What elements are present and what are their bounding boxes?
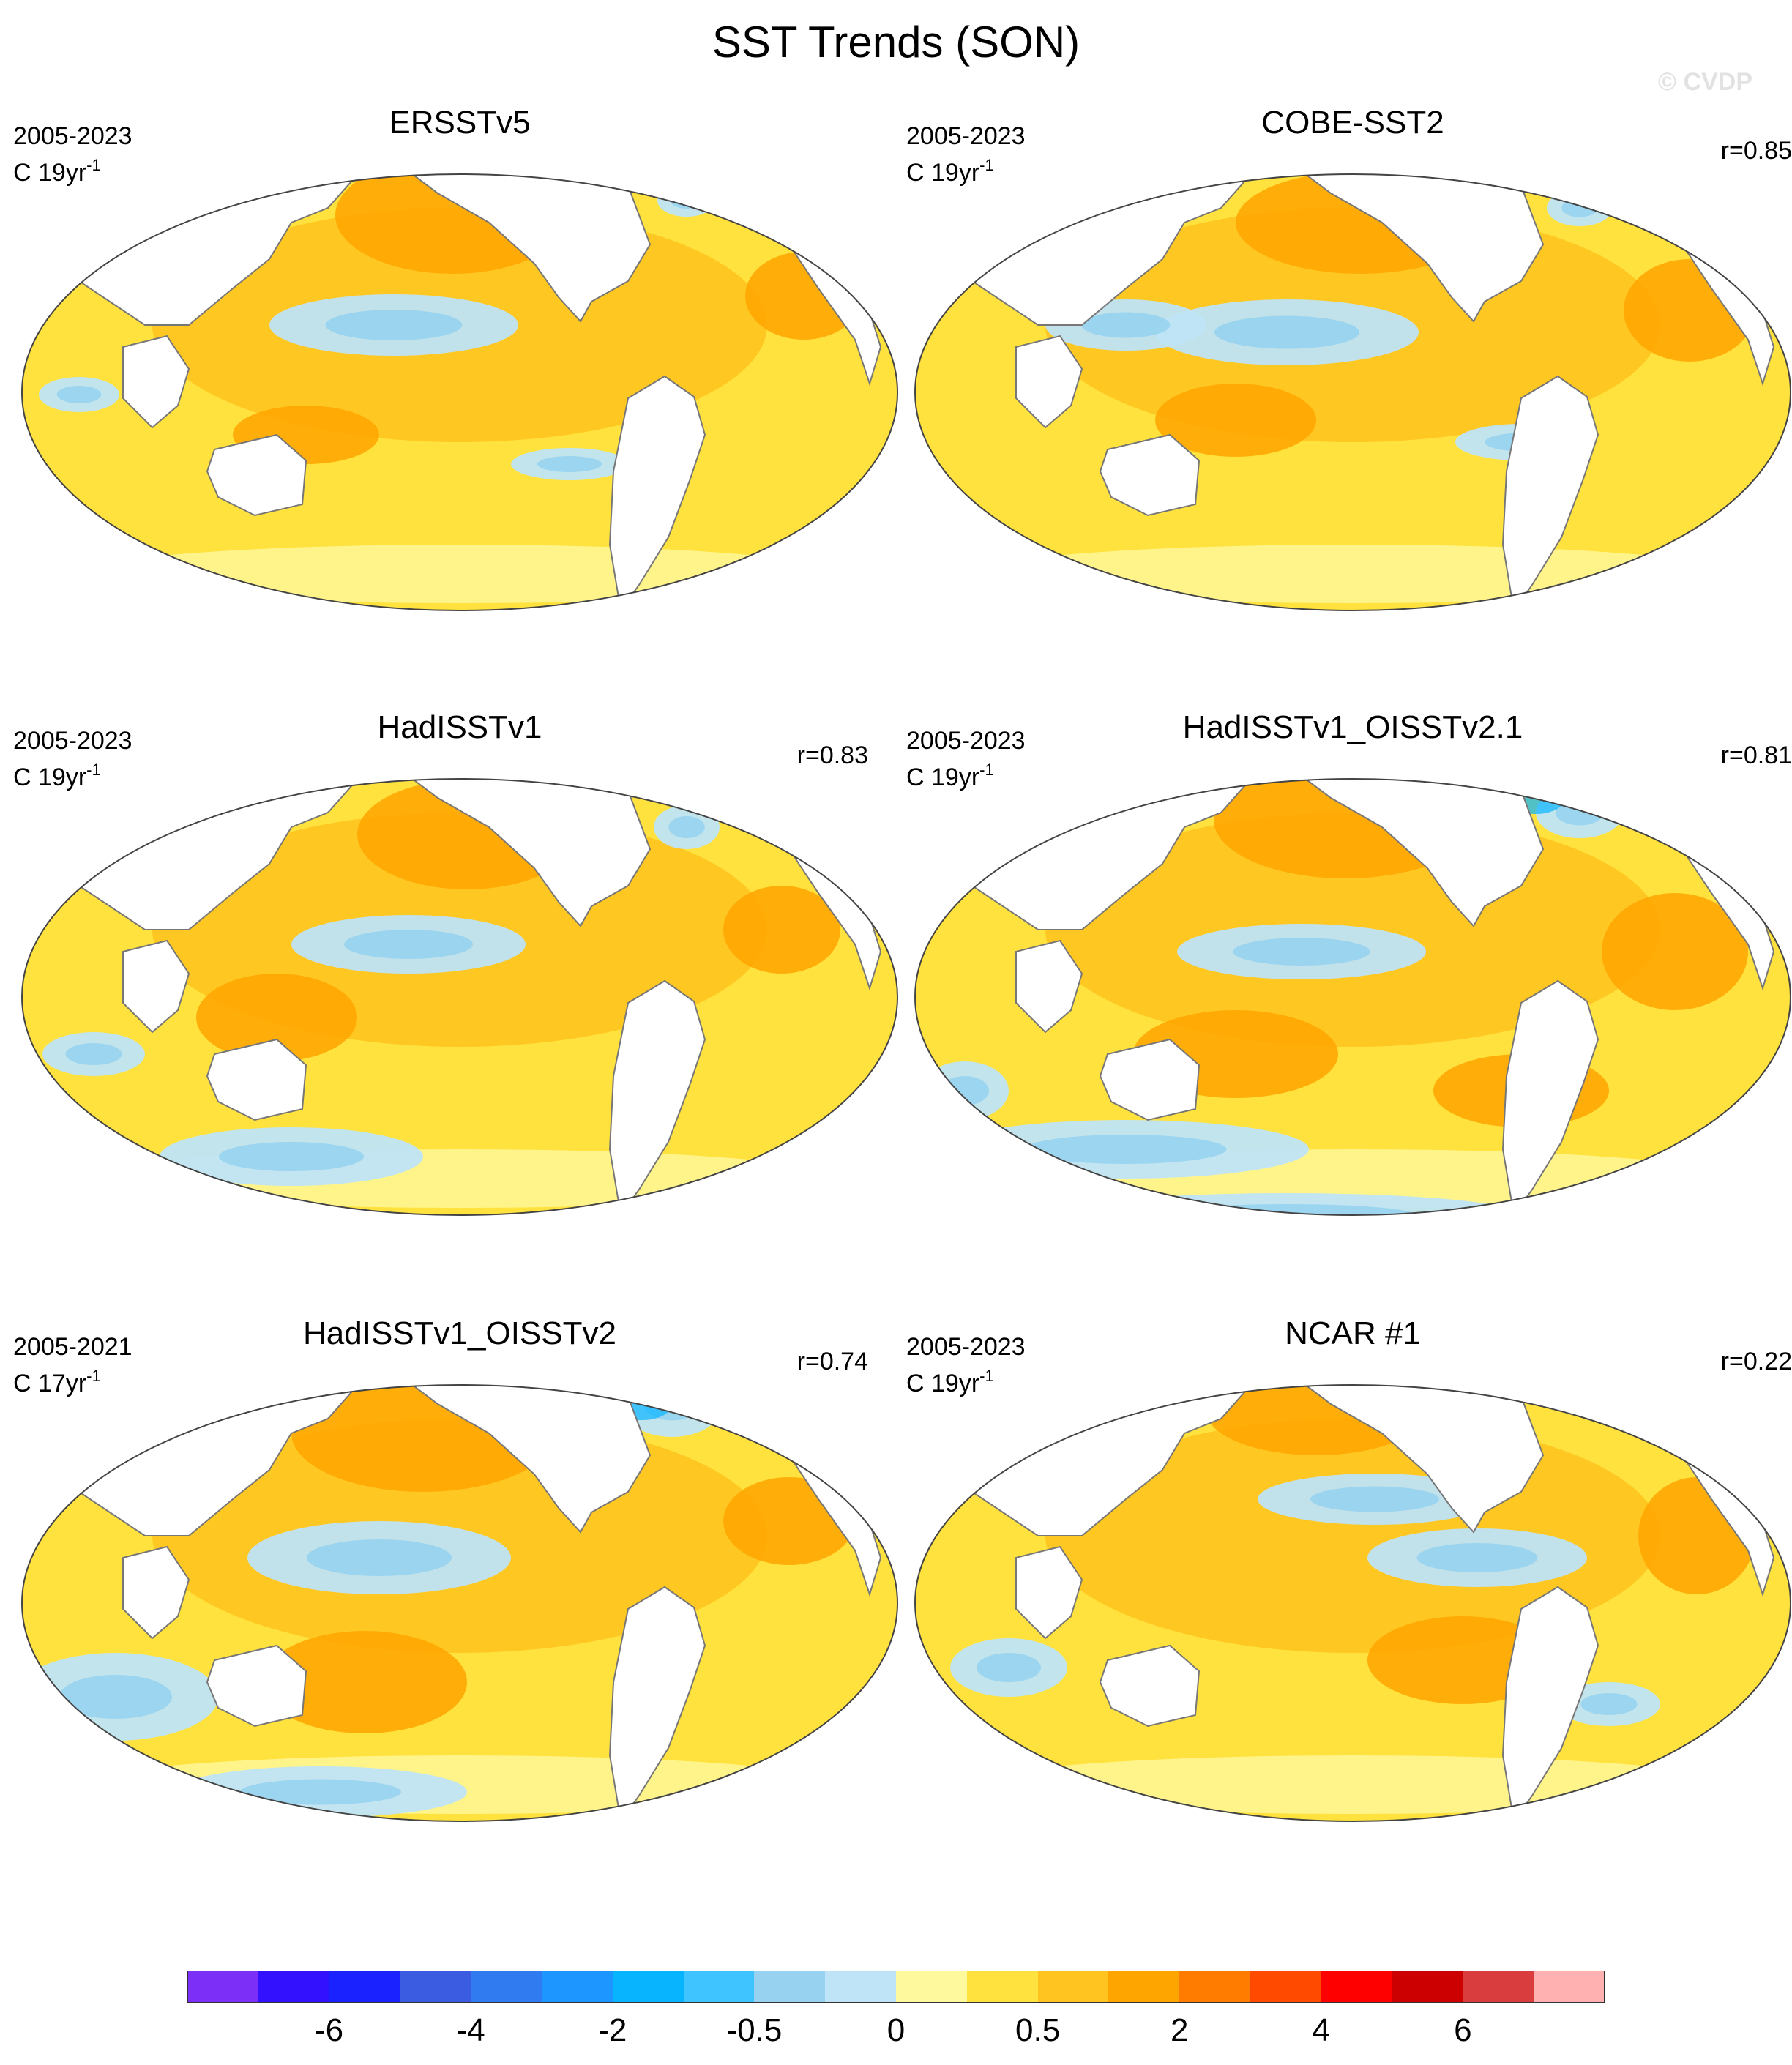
colorbar-box (1108, 1971, 1180, 2003)
colorbar-box (187, 1971, 259, 2003)
cvdp-watermark: © CVDP (1658, 68, 1752, 96)
panel-hadisstv1-oisstv2-1: HadISSTv1_OISSTv2.1 2005-2023 C 19yr-1 r… (906, 709, 1792, 1266)
pattern-correlation: r=0.22 (1720, 1348, 1792, 1375)
colorbar-box (896, 1971, 968, 2003)
colorbar-box (1392, 1971, 1463, 2003)
units-exponent: -1 (979, 156, 994, 174)
panel-title: COBE-SST2 (1261, 105, 1444, 141)
units-exponent: -1 (86, 761, 101, 779)
panel-units: C 19yr-1 (13, 151, 101, 187)
colorbar-tick-label: -6 (315, 2012, 344, 2048)
panel-title: ERSSTv5 (389, 105, 531, 141)
panel-period: 2005-2021 (13, 1333, 132, 1361)
pattern-correlation: r=0.74 (796, 1348, 868, 1375)
units-exponent: -1 (979, 1367, 994, 1385)
colorbar-box (1463, 1971, 1534, 2003)
units-exponent: -1 (86, 1367, 101, 1385)
units-text: C 19yr (13, 159, 87, 187)
colorbar-box (471, 1971, 542, 2003)
colorbar-box (1037, 1971, 1109, 2003)
colorbar-box (400, 1971, 471, 2003)
colorbar-tick-label: 4 (1312, 2012, 1331, 2048)
units-text: C 17yr (13, 1370, 87, 1397)
colorbar-box (329, 1971, 400, 2003)
panel-title: HadISSTv1_OISSTv2 (303, 1315, 616, 1351)
colorbar-box (1534, 1971, 1605, 2003)
sst-trend-map (21, 778, 898, 1216)
colorbar-tick-label: -2 (598, 2012, 627, 2048)
colorbar-box (542, 1971, 613, 2003)
sst-trend-map (914, 173, 1791, 611)
panel-hadisstv1: HadISSTv1 2005-2023 C 19yr-1 r=0.83 (13, 709, 906, 1266)
sst-trend-map (914, 778, 1791, 1216)
colorbar-box (258, 1971, 330, 2003)
colorbar-box (1179, 1971, 1251, 2003)
colorbar-box (754, 1971, 826, 2003)
units-text: C 19yr (13, 763, 87, 791)
figure-title: SST Trends (SON) (712, 18, 1080, 67)
panel-period: 2005-2023 (906, 1333, 1026, 1361)
panel-period: 2005-2023 (13, 122, 132, 150)
units-exponent: -1 (979, 761, 994, 779)
colorbar-box (1321, 1971, 1393, 2003)
panel-period: 2005-2023 (906, 727, 1026, 755)
panel-title: NCAR #1 (1285, 1315, 1421, 1351)
colorbar-box (612, 1971, 684, 2003)
sst-trend-map (914, 1384, 1791, 1822)
panel-units: C 17yr-1 (13, 1362, 101, 1398)
panel-ersstv5: ERSSTv5 2005-2023 C 19yr-1 (13, 105, 906, 662)
units-exponent: -1 (86, 156, 101, 174)
panel-units: C 19yr-1 (906, 151, 994, 187)
sst-trend-map (21, 1384, 898, 1822)
colorbar-tick-label: 6 (1454, 2012, 1472, 2048)
units-text: C 19yr (906, 1370, 980, 1397)
colorbar-tick-label: 0.5 (1015, 2012, 1061, 2048)
units-text: C 19yr (906, 159, 980, 187)
panel-units: C 19yr-1 (906, 1362, 994, 1398)
panel-period: 2005-2023 (13, 727, 132, 755)
units-text: C 19yr (906, 763, 980, 791)
sst-trend-map (21, 173, 898, 611)
colorbar-box (966, 1971, 1039, 2003)
panel-ncar-1: NCAR #1 2005-2023 C 19yr-1 r=0.22 (906, 1315, 1792, 1872)
colorbar-tick-label: 0 (886, 2012, 906, 2048)
panel-title: HadISSTv1 (377, 709, 542, 745)
colorbar-tick-label: -4 (456, 2012, 485, 2048)
panel-period: 2005-2023 (906, 122, 1026, 150)
panel-hadisstv1-oisstv2: HadISSTv1_OISSTv2 2005-2021 C 17yr-1 r=0… (13, 1315, 906, 1872)
panel-units: C 19yr-1 (13, 755, 101, 792)
pattern-correlation: r=0.81 (1720, 742, 1792, 769)
colorbar-box (1250, 1971, 1322, 2003)
colorbar-tick-label: -0.5 (726, 2012, 783, 2048)
colorbar-box (825, 1971, 897, 2003)
pattern-correlation: r=0.85 (1720, 137, 1792, 165)
colorbar-box (683, 1971, 755, 2003)
colorbar (187, 1971, 1605, 2003)
panel-units: C 19yr-1 (906, 755, 994, 792)
pattern-correlation: r=0.83 (796, 742, 868, 769)
panel-cobe-sst2: COBE-SST2 2005-2023 C 19yr-1 r=0.85 (906, 105, 1792, 662)
panel-title: HadISSTv1_OISSTv2.1 (1182, 709, 1523, 745)
colorbar-tick-label: 2 (1170, 2012, 1189, 2048)
